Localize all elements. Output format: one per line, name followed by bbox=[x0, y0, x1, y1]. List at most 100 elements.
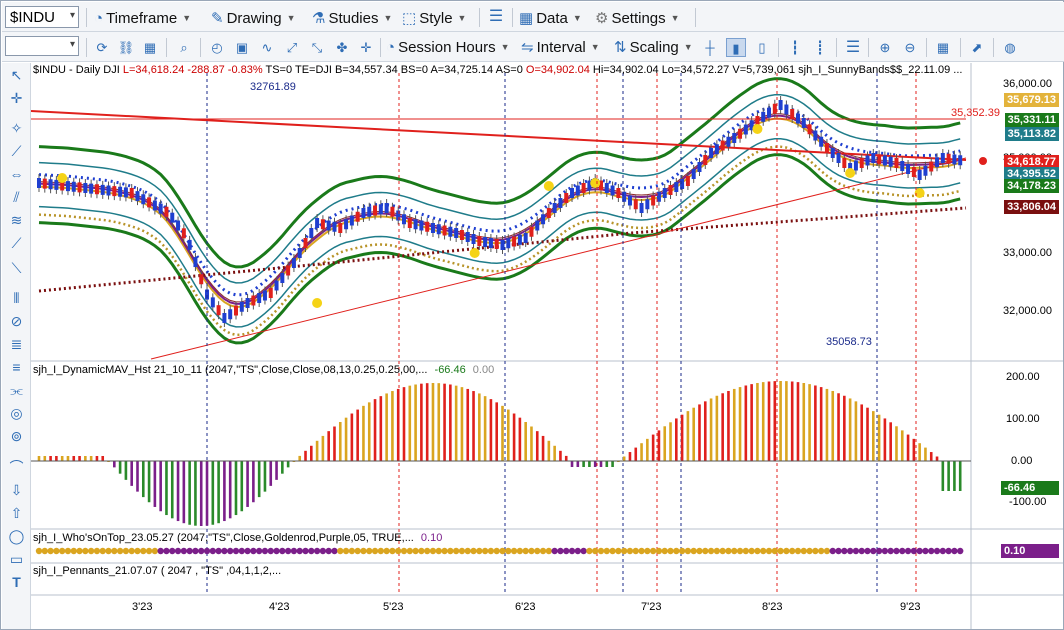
who-dot bbox=[337, 547, 344, 555]
histogram-bar bbox=[843, 395, 846, 461]
compress-icon[interactable]: ⤡ bbox=[311, 40, 323, 55]
fib-icon[interactable]: ≋ bbox=[10, 212, 23, 228]
cycle-icon[interactable]: ⌒ bbox=[9, 459, 24, 475]
histogram-bar bbox=[877, 414, 881, 461]
drawing-button[interactable]: ✎ Drawing ▼ bbox=[211, 7, 296, 29]
histogram-bar bbox=[773, 381, 777, 461]
crosshair-icon[interactable]: ✛ bbox=[360, 40, 372, 55]
image-icon[interactable]: ▣ bbox=[235, 40, 249, 55]
chart-wave-icon[interactable]: ∿ bbox=[261, 40, 273, 55]
layout-icon[interactable]: ☰ bbox=[845, 39, 861, 56]
scaling-button[interactable]: ⇅ Scaling ▼ bbox=[614, 36, 693, 58]
rectangle-icon[interactable]: ▭ bbox=[9, 551, 24, 567]
cursor-icon[interactable]: ↖ bbox=[10, 67, 23, 83]
interval-button[interactable]: ⇋ Interval ▼ bbox=[521, 36, 600, 58]
who-dot bbox=[505, 547, 512, 555]
layout-icon[interactable]: ☰ bbox=[488, 8, 504, 25]
who-dot bbox=[452, 547, 460, 555]
price-tag: 34,618.77 bbox=[1004, 155, 1059, 169]
gann-icon[interactable]: ⊘ bbox=[10, 313, 23, 329]
refresh-icon[interactable]: ⟳ bbox=[96, 40, 108, 55]
arc-icon[interactable]: ◎ bbox=[10, 405, 23, 421]
fib-extension-icon[interactable]: ≡ bbox=[12, 359, 21, 375]
zoom-data-icon[interactable]: ⌕ bbox=[180, 40, 188, 55]
ohlc-bar-icon[interactable]: ┼ bbox=[705, 40, 715, 55]
studies-button[interactable]: ⚗ Studies ▼ bbox=[312, 7, 392, 29]
wrench-icon[interactable]: ✧ bbox=[10, 120, 23, 136]
session-hours-button[interactable]: ◔ Session Hours ▼ bbox=[386, 36, 510, 58]
arrow-up-icon[interactable]: ⇧ bbox=[10, 505, 23, 521]
lower-outer-band bbox=[38, 153, 961, 345]
shapes-icon[interactable]: ✤ bbox=[336, 40, 348, 55]
candle-body bbox=[390, 206, 395, 217]
histogram-bar bbox=[321, 435, 325, 461]
ray-icon[interactable]: ⟋ bbox=[11, 235, 22, 251]
link-icon[interactable]: ⛓ bbox=[117, 40, 135, 55]
speedometer-icon[interactable]: ◴ bbox=[211, 40, 223, 55]
candle-body bbox=[361, 208, 366, 218]
who-dot bbox=[371, 547, 379, 555]
resistance-annotation: 35,352.39 bbox=[951, 107, 1000, 119]
who-dot bbox=[192, 547, 199, 555]
data-window-icon[interactable]: ▦ bbox=[936, 40, 950, 55]
high-field: Hi=34,902.04 bbox=[592, 64, 659, 76]
horizontal-line-icon[interactable]: ⇔ bbox=[9, 166, 24, 182]
zoom-out-icon[interactable]: ⊖ bbox=[904, 40, 916, 55]
arrow-down-icon[interactable]: ⇩ bbox=[10, 482, 23, 498]
circle-icon[interactable]: ◯ bbox=[8, 528, 25, 544]
who-dot bbox=[534, 547, 541, 555]
histogram-bar bbox=[958, 461, 962, 491]
candle-body bbox=[581, 183, 586, 193]
fib-fan-icon[interactable]: ⫘ bbox=[10, 382, 23, 398]
timeframe-label: Timeframe bbox=[106, 9, 178, 27]
spiral-icon[interactable]: ⊚ bbox=[10, 428, 23, 444]
histogram-bar bbox=[95, 456, 99, 461]
who-dot bbox=[563, 547, 570, 555]
data-button[interactable]: ▦ Data ▼ bbox=[519, 7, 582, 29]
who-dot bbox=[626, 547, 634, 555]
x-axis-label: 7'23 bbox=[641, 601, 662, 613]
zoom-in-icon[interactable]: ⊕ bbox=[879, 40, 891, 55]
vertical-lines-icon[interactable]: ⦀ bbox=[13, 290, 20, 306]
who-dot bbox=[290, 547, 298, 555]
who-dot bbox=[765, 547, 773, 555]
candle-body bbox=[483, 237, 488, 247]
chevron-down-icon[interactable]: ▾ bbox=[69, 39, 75, 50]
histogram-bar bbox=[310, 445, 313, 461]
timeframe-button[interactable]: ◔ Timeframe ▼ bbox=[94, 7, 191, 29]
text-tool-icon[interactable]: T bbox=[12, 574, 21, 590]
chart-canvas[interactable] bbox=[31, 63, 1063, 629]
chevron-down-icon: ▼ bbox=[500, 42, 510, 52]
bar-chart-icon[interactable]: ┇ bbox=[791, 40, 799, 55]
chevron-down-icon[interactable]: ▾ bbox=[69, 10, 75, 21]
histogram-bar bbox=[49, 456, 52, 461]
ruler-icon[interactable]: ⟍ bbox=[11, 260, 22, 276]
trendline-icon[interactable]: ⟋ bbox=[11, 143, 22, 159]
histogram-bar bbox=[101, 456, 105, 461]
histogram-bar bbox=[530, 426, 533, 461]
settings-button[interactable]: ⚙ Settings ▼ bbox=[595, 7, 680, 29]
histogram-bar bbox=[524, 422, 527, 461]
histogram-bar bbox=[506, 409, 510, 461]
add-chart-icon[interactable]: ⬈ bbox=[971, 40, 983, 55]
who-dot bbox=[742, 547, 750, 555]
scaling-label: Scaling bbox=[629, 38, 679, 56]
who-dot bbox=[302, 547, 309, 555]
interval-select[interactable]: ▾ bbox=[5, 36, 79, 56]
crosshair-icon[interactable]: ✛ bbox=[10, 90, 23, 106]
channel-icon[interactable]: ⫽ bbox=[13, 189, 20, 205]
x-axis-label: 3'23 bbox=[132, 601, 153, 613]
te-field: TE=DJI bbox=[294, 64, 332, 76]
chart-area[interactable]: $INDU - Daily DJI L=34,618.24 -288.87 -0… bbox=[31, 63, 1063, 629]
candlestick-icon[interactable]: ▮ bbox=[726, 38, 746, 57]
hollow-candle-icon[interactable]: ▯ bbox=[758, 40, 766, 55]
candle-body bbox=[738, 128, 743, 139]
expand-icon[interactable]: ⤢ bbox=[286, 40, 298, 55]
dot-chart-icon[interactable]: ┋ bbox=[816, 40, 824, 55]
style-button[interactable]: ⬚ Style ▼ bbox=[402, 7, 466, 29]
analytics-icon[interactable]: ◍ bbox=[1004, 40, 1016, 55]
symbol-input[interactable]: $INDU ▾ bbox=[5, 6, 79, 28]
grid-icon[interactable]: ▦ bbox=[143, 40, 157, 55]
price-tag: 35,113.82 bbox=[1004, 127, 1059, 141]
speed-lines-icon[interactable]: ≣ bbox=[10, 336, 23, 352]
